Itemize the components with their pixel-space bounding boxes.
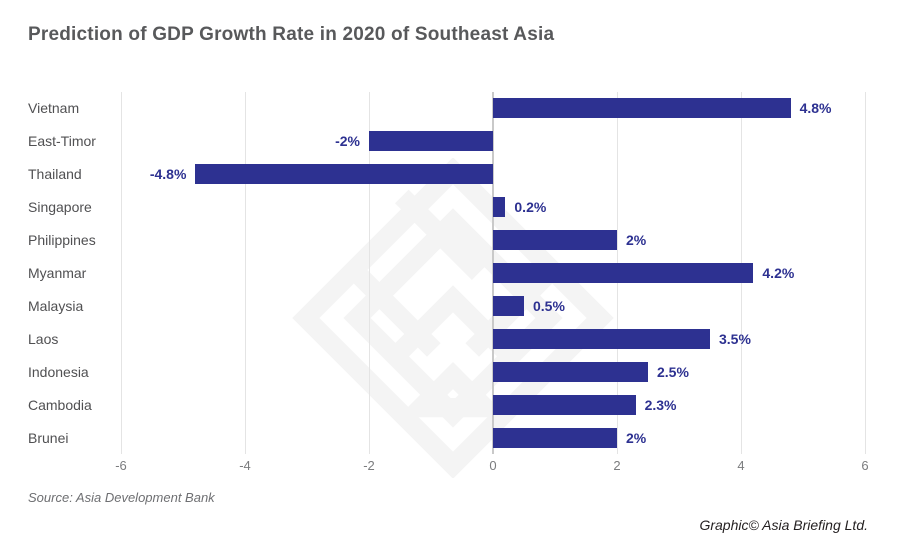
source-note: Source: Asia Development Bank [28, 490, 215, 505]
value-label: 2% [626, 429, 647, 446]
credit-note: Graphic© Asia Briefing Ltd. [699, 517, 868, 533]
bar-brunei [493, 427, 617, 448]
category-label: Myanmar [28, 265, 87, 281]
category-label: Philippines [28, 232, 96, 249]
asia-briefing-watermark-logo [292, 158, 614, 478]
bar-thailand [195, 164, 493, 185]
x-tick-label: 4 [737, 458, 745, 473]
value-label: 4.2% [762, 265, 795, 281]
bar-philippines [493, 230, 617, 251]
bar-vietnam [493, 98, 791, 119]
value-label: -2% [335, 133, 360, 150]
category-label: Laos [28, 330, 59, 347]
bar-singapore [493, 197, 506, 218]
category-label: Vietnam [28, 100, 80, 117]
category-label: Cambodia [28, 396, 92, 413]
category-label: Malaysia [28, 297, 84, 314]
bar-malaysia [493, 295, 524, 316]
value-label: 4.8% [799, 100, 832, 117]
gridline [865, 92, 866, 454]
category-label: Singapore [28, 199, 92, 216]
bar-cambodia [493, 394, 636, 415]
gridline [245, 92, 246, 454]
bar-laos [493, 328, 710, 349]
x-tick-label: -4 [239, 458, 251, 473]
value-label: 0.2% [514, 199, 547, 216]
value-label: 2.3% [644, 396, 677, 413]
value-label: 2% [626, 232, 647, 249]
x-tick-label: 6 [861, 458, 869, 473]
value-label: -4.8% [149, 166, 187, 183]
gridline [369, 92, 370, 454]
bar-myanmar [493, 263, 754, 283]
x-tick-label: 0 [489, 458, 497, 473]
category-label: Brunei [28, 429, 69, 446]
value-label: 3.5% [719, 330, 751, 347]
category-label: East-Timor [28, 133, 96, 150]
bar-east-timor [369, 131, 493, 152]
chart-title: Prediction of GDP Growth Rate in 2020 of… [28, 24, 555, 45]
x-tick-label: -6 [115, 458, 127, 473]
gridline [121, 92, 122, 454]
x-tick-label: 2 [613, 458, 621, 473]
bar-indonesia [493, 361, 648, 382]
value-label: 2.5% [657, 363, 689, 380]
category-label: Indonesia [28, 363, 89, 380]
value-label: 0.5% [533, 297, 565, 314]
x-tick-label: -2 [363, 458, 375, 473]
category-label: Thailand [28, 166, 82, 183]
